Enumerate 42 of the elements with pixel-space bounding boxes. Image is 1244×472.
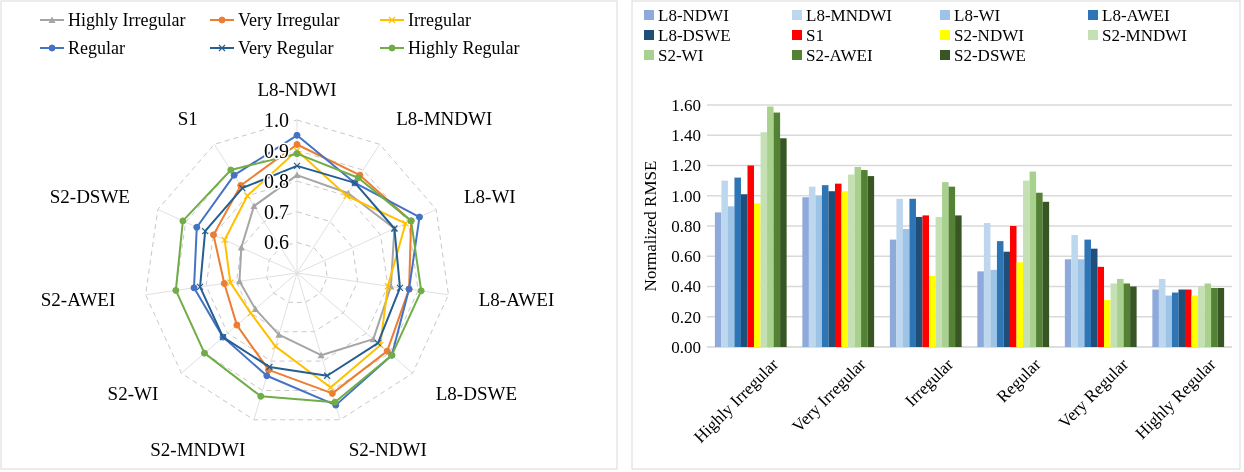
spoke-label: S2-DSWE bbox=[49, 186, 130, 208]
legend-label: Highly Irregular bbox=[68, 10, 186, 31]
spoke-label: L8-WI bbox=[464, 186, 516, 208]
legend-label: S2-MNDWI bbox=[1102, 25, 1188, 45]
spoke-label: L8-MNDWI bbox=[396, 108, 493, 130]
y-tick-label: 0.80 bbox=[671, 216, 701, 236]
y-tick-label: 1.0 bbox=[264, 109, 289, 131]
legend-label: S1 bbox=[806, 25, 824, 45]
y-tick-label: 1.40 bbox=[671, 126, 701, 146]
legend-label: S2-AWEI bbox=[806, 45, 873, 65]
y-tick-label: 1.60 bbox=[671, 95, 701, 115]
legend-label: Very Irregular bbox=[238, 10, 340, 31]
legend-label: S2-NDWI bbox=[954, 25, 1025, 45]
legend-label: S2-WI bbox=[658, 45, 704, 65]
legend-label: Irregular bbox=[408, 10, 471, 31]
spoke-label: L8-NDWI bbox=[257, 79, 337, 101]
y-tick-label: 0.40 bbox=[671, 277, 701, 297]
y-tick-label: 0.20 bbox=[671, 307, 701, 327]
legend-label: L8-WI bbox=[954, 5, 1001, 25]
spoke-label: L8-DSWE bbox=[435, 382, 518, 404]
y-tick-label: 0.6 bbox=[264, 231, 289, 254]
y-tick-label: 0.00 bbox=[671, 337, 701, 357]
legend-label: L8-NDWI bbox=[658, 5, 730, 25]
y-tick-label: 1.00 bbox=[671, 186, 701, 206]
legend-label: L8-AWEI bbox=[1102, 5, 1170, 25]
legend-label: L8-DSWE bbox=[658, 25, 731, 45]
spoke-label: S2-MNDWI bbox=[150, 438, 246, 460]
legend-label: S2-DSWE bbox=[954, 45, 1026, 65]
spoke-label: S1 bbox=[177, 108, 198, 130]
spoke-label: S2-AWEI bbox=[40, 288, 116, 310]
legend-label: L8-MNDWI bbox=[806, 5, 893, 25]
y-axis-title: Normalized RMSE bbox=[641, 160, 660, 292]
y-tick-label: 1.20 bbox=[671, 156, 701, 176]
spoke-label: L8-AWEI bbox=[478, 288, 555, 310]
legend-label: Highly Regular bbox=[408, 38, 520, 59]
spoke-label: S2-WI bbox=[107, 382, 159, 404]
y-tick-label: 0.8 bbox=[264, 170, 289, 193]
legend-label: Very Regular bbox=[238, 38, 334, 59]
y-tick-label: 0.7 bbox=[264, 200, 289, 223]
legend-label: Regular bbox=[68, 38, 125, 59]
y-tick-label: 0.60 bbox=[671, 247, 701, 267]
spoke-label: S2-NDWI bbox=[348, 438, 427, 460]
